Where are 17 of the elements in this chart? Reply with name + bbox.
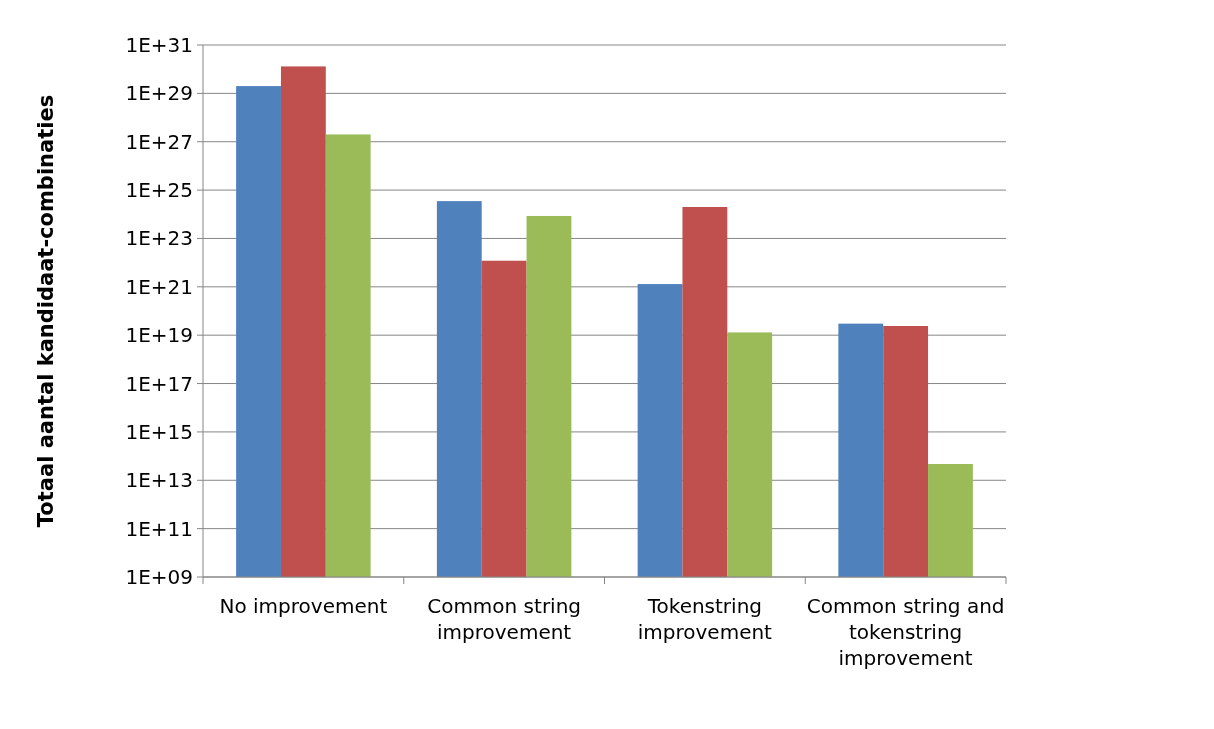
y-tick-label: 1E+21 (125, 274, 193, 299)
x-tick-label: Common string improvement (427, 594, 582, 644)
x-tick-label: Tokenstring improvement (637, 594, 773, 644)
x-tick-label: Common string and tokenstring improvement (806, 594, 1005, 670)
y-axis-title: Totaal aantal kandidaat-combinaties (34, 94, 58, 528)
x-tick-label: No improvement (219, 594, 388, 618)
y-tick-label: 1E+13 (125, 468, 193, 493)
y-tick-label: 1E+27 (125, 129, 193, 154)
y-tick-label: 1E+17 (125, 371, 193, 396)
y-tick-label: 1E+15 (125, 419, 193, 444)
y-tick-label: 1E+31 (125, 33, 193, 57)
y-tick-label: 1E+29 (125, 81, 193, 106)
y-tick-label: 1E+25 (125, 178, 193, 203)
y-tick-label: 1E+11 (125, 516, 193, 541)
y-tick-label: 1E+23 (125, 226, 193, 251)
y-tick-label: 1E+19 (125, 323, 193, 348)
y-tick-label: 1E+09 (125, 565, 193, 589)
